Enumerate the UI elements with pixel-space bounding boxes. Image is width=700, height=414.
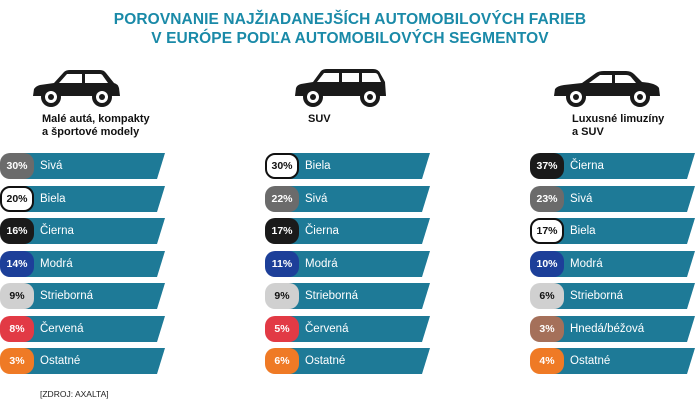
color-bar <box>543 218 695 244</box>
source-note: [ZDROJ: AXALTA] <box>40 389 109 399</box>
color-label: Ostatné <box>40 355 81 367</box>
color-bar <box>278 185 430 212</box>
color-bar <box>278 153 430 179</box>
percent-badge: 20% <box>0 185 34 212</box>
color-row: Ostatné 6% <box>265 348 435 374</box>
color-label: Čierna <box>305 225 339 237</box>
percent-badge: 17% <box>530 218 564 244</box>
percent-badge: 8% <box>0 315 34 342</box>
color-label: Čierna <box>40 225 74 237</box>
color-row: Strieborná 9% <box>0 283 170 309</box>
color-row: Modrá 10% <box>530 250 700 277</box>
color-bar <box>543 348 695 374</box>
color-label: Hnedá/béžová <box>570 322 645 335</box>
color-label: Biela <box>305 160 331 172</box>
color-label: Biela <box>570 225 596 237</box>
color-bar <box>278 348 430 374</box>
color-row: Čierna 17% <box>265 218 435 244</box>
sedan-car-icon <box>552 66 662 110</box>
color-bar <box>13 185 165 212</box>
segment-label: Malé autá, kompakty a športové modely <box>42 113 150 138</box>
color-label: Sivá <box>305 192 328 205</box>
color-bar <box>278 315 430 342</box>
color-row: Čierna 16% <box>0 218 170 244</box>
color-row: Modrá 11% <box>265 250 435 277</box>
color-label: Červená <box>40 322 84 335</box>
color-bar <box>543 250 695 277</box>
color-label: Strieborná <box>305 290 359 302</box>
percent-badge: 3% <box>0 348 34 374</box>
color-label: Modrá <box>305 257 338 270</box>
color-bar <box>13 218 165 244</box>
color-row: Ostatné 3% <box>0 348 170 374</box>
color-bar <box>13 153 165 179</box>
suv-car-icon <box>293 66 389 110</box>
color-bar <box>543 153 695 179</box>
color-label: Sivá <box>40 160 63 172</box>
color-label: Strieborná <box>570 290 624 302</box>
color-label: Strieborná <box>40 290 94 302</box>
segment-column-suv: SUV Biela 30% Sivá 22% Čierna 17% Modrá 11% Stri… <box>265 0 495 414</box>
percent-badge: 10% <box>530 250 564 277</box>
percent-badge: 4% <box>530 348 564 374</box>
percent-badge: 3% <box>530 315 564 342</box>
color-label: Ostatné <box>305 355 346 367</box>
color-bar <box>543 185 695 212</box>
chart-title-line1: POROVNANIE NAJŽIADANEJŠÍCH AUTOMOBILOVÝC… <box>113 11 587 28</box>
percent-badge: 9% <box>265 283 299 309</box>
percent-badge: 6% <box>265 348 299 374</box>
color-row: Sivá 23% <box>530 185 700 212</box>
color-bar <box>13 283 165 309</box>
color-label: Biela <box>40 192 66 205</box>
color-bar <box>278 218 430 244</box>
percent-badge: 9% <box>0 283 34 309</box>
chart-title-line2: V EURÓPE PODĽA AUTOMOBILOVÝCH SEGMENTOV <box>151 30 549 47</box>
segment-label: SUV <box>308 113 331 125</box>
color-label: Červená <box>305 322 349 335</box>
color-label: Ostatné <box>570 355 611 367</box>
percent-badge: 17% <box>265 218 299 244</box>
chart-title: POROVNANIE NAJŽIADANEJŠÍCH AUTOMOBILOVÝC… <box>0 10 700 48</box>
percent-badge: 16% <box>0 218 34 244</box>
percent-badge: 30% <box>265 153 299 179</box>
percent-badge: 11% <box>265 250 299 277</box>
segment-label: Luxusné limuzíny a SUV <box>572 113 665 138</box>
color-bar <box>278 250 430 277</box>
color-row: Strieborná 6% <box>530 283 700 309</box>
color-bar <box>543 283 695 309</box>
percent-badge: 6% <box>530 283 564 309</box>
hatchback-car-icon <box>30 66 122 110</box>
color-row: Strieborná 9% <box>265 283 435 309</box>
percent-badge: 14% <box>0 250 34 277</box>
color-row: Červená 8% <box>0 315 170 342</box>
percent-badge: 30% <box>0 153 34 179</box>
percent-badge: 22% <box>265 185 299 212</box>
segment-column-small-cars: Malé autá, kompakty a športové modely Si… <box>0 0 230 414</box>
color-bar <box>13 348 165 374</box>
color-bar <box>278 283 430 309</box>
color-label: Modrá <box>570 257 603 270</box>
color-row: Biela 17% <box>530 218 700 244</box>
color-row: Biela 30% <box>265 153 435 179</box>
segment-column-luxury: Luxusné limuzíny a SUV Čierna 37% Sivá 23% B… <box>530 0 700 414</box>
color-row: Čierna 37% <box>530 153 700 179</box>
percent-badge: 37% <box>530 153 564 179</box>
color-row: Hnedá/béžová 3% <box>530 315 700 342</box>
color-label: Modrá <box>40 257 73 270</box>
percent-badge: 23% <box>530 185 564 212</box>
color-bar <box>13 315 165 342</box>
color-label: Čierna <box>570 160 604 172</box>
color-row: Modrá 14% <box>0 250 170 277</box>
color-row: Sivá 22% <box>265 185 435 212</box>
color-label: Sivá <box>570 192 593 205</box>
color-row: Sivá 30% <box>0 153 170 179</box>
color-bar <box>543 315 695 342</box>
percent-badge: 5% <box>265 315 299 342</box>
color-row: Červená 5% <box>265 315 435 342</box>
color-row: Ostatné 4% <box>530 348 700 374</box>
color-bar <box>13 250 165 277</box>
color-row: Biela 20% <box>0 185 170 212</box>
